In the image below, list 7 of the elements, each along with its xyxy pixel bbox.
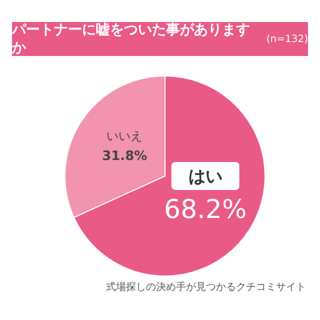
slice-label: はい bbox=[188, 166, 222, 187]
chart-title: パートナーに嘘をついた事がありますか bbox=[12, 21, 251, 57]
text: 式場探しの決め手が見つかるクチコミサイト bbox=[106, 280, 306, 294]
data-label: 31.8% bbox=[102, 149, 148, 164]
data-label: 68.2% bbox=[164, 194, 247, 225]
text: (n=132) bbox=[266, 34, 308, 44]
slice-label: いいえ bbox=[106, 129, 143, 144]
